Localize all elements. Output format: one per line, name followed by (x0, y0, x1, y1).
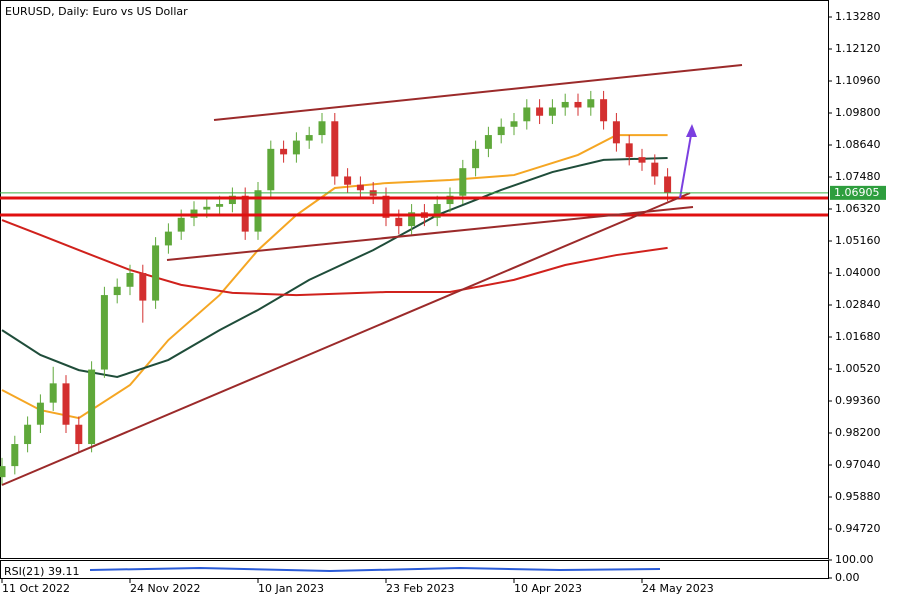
x-tick-label: 11 Oct 2022 (2, 582, 70, 595)
candle-body (100, 295, 108, 370)
candle-body (651, 162, 659, 177)
candle-body (292, 140, 300, 155)
candle-body (139, 272, 147, 301)
candle-body (484, 135, 492, 149)
candle-body (625, 143, 633, 158)
y-tick-label: 0.97040 (835, 458, 881, 471)
x-tick-label: 24 May 2023 (642, 582, 714, 595)
candle-body (497, 126, 505, 136)
candle-body (254, 190, 262, 232)
x-tick-label: 24 Nov 2022 (130, 582, 200, 595)
indicator-line (89, 566, 661, 573)
candle-body (280, 148, 288, 155)
channel-top (213, 64, 743, 121)
candle-body (446, 195, 454, 205)
x-tick-label: 10 Apr 2023 (514, 582, 582, 595)
candle-body (0, 466, 6, 478)
y-tick-label: 0.98200 (835, 426, 881, 439)
candle-body (267, 148, 275, 191)
candle-body (408, 212, 416, 227)
candle-body (382, 195, 390, 218)
y-tick-label: 1.10960 (835, 74, 881, 87)
candle-body (395, 217, 403, 227)
candle-body (459, 168, 467, 196)
y-tick-label: 1.13280 (835, 10, 881, 23)
candle-body (216, 204, 224, 207)
indicator-label: RSI(21) 39.11 (4, 565, 79, 578)
y-tick-label: 0.99360 (835, 394, 881, 407)
candle-body (113, 286, 121, 296)
y-tick-label: 1.12120 (835, 42, 881, 55)
y-tick-label: 1.08640 (835, 138, 881, 151)
y-tick-label: 1.09800 (835, 106, 881, 119)
candle-body (88, 369, 96, 445)
x-tick-label: 10 Jan 2023 (258, 582, 324, 595)
y-tick-label: 0.94720 (835, 522, 881, 535)
indicator-tick-label: 0.00 (835, 571, 860, 584)
candle-body (228, 195, 236, 205)
candle-body (62, 383, 70, 425)
candle-body (49, 383, 57, 403)
candle-body (587, 99, 595, 108)
y-tick-label: 1.07480 (835, 170, 881, 183)
candle-body (305, 135, 313, 141)
trend-line (1, 192, 691, 486)
forecast-arrow-head (686, 124, 697, 137)
y-tick-label: 1.06320 (835, 202, 881, 215)
candle-body (203, 206, 211, 210)
candle-body (177, 217, 185, 232)
x-tick-label: 23 Feb 2023 (386, 582, 454, 595)
candle-body (664, 176, 672, 193)
plot-frame (0, 0, 829, 559)
y-tick-label: 1.00520 (835, 362, 881, 375)
indicator-tick-label: 100.00 (835, 553, 874, 566)
candle-body (356, 184, 364, 191)
candle-body (344, 176, 352, 185)
candle-body (638, 157, 646, 163)
candle-body (561, 101, 569, 108)
candle-body (75, 424, 83, 445)
candle-body (126, 272, 134, 287)
candle-body (11, 444, 19, 467)
channel-bottom (166, 206, 694, 261)
candle-body (318, 121, 326, 136)
candle-body (536, 107, 544, 116)
candle-body (152, 245, 160, 301)
candle-body (523, 107, 531, 122)
y-tick-label: 1.05160 (835, 234, 881, 247)
y-tick-label: 0.95880 (835, 490, 881, 503)
y-tick-label: 1.02840 (835, 298, 881, 311)
current-price-label: 1.06905 (834, 186, 880, 199)
candle-body (612, 121, 620, 144)
candle-body (600, 99, 608, 122)
candle-body (164, 231, 172, 246)
candle-body (574, 101, 582, 108)
candle-body (433, 204, 441, 218)
candle-body (472, 148, 480, 169)
candle-body (331, 121, 339, 177)
candle-body (24, 424, 32, 445)
candle-body (548, 107, 556, 116)
y-tick-label: 1.04000 (835, 266, 881, 279)
current-price-box (830, 185, 886, 200)
candle-body (510, 121, 518, 127)
forecast-arrow (679, 134, 692, 199)
chart-title: EURUSD, Daily: Euro vs US Dollar (5, 5, 188, 18)
candle-body (36, 402, 44, 425)
moving-average (1, 219, 668, 297)
y-tick-label: 1.01680 (835, 330, 881, 343)
